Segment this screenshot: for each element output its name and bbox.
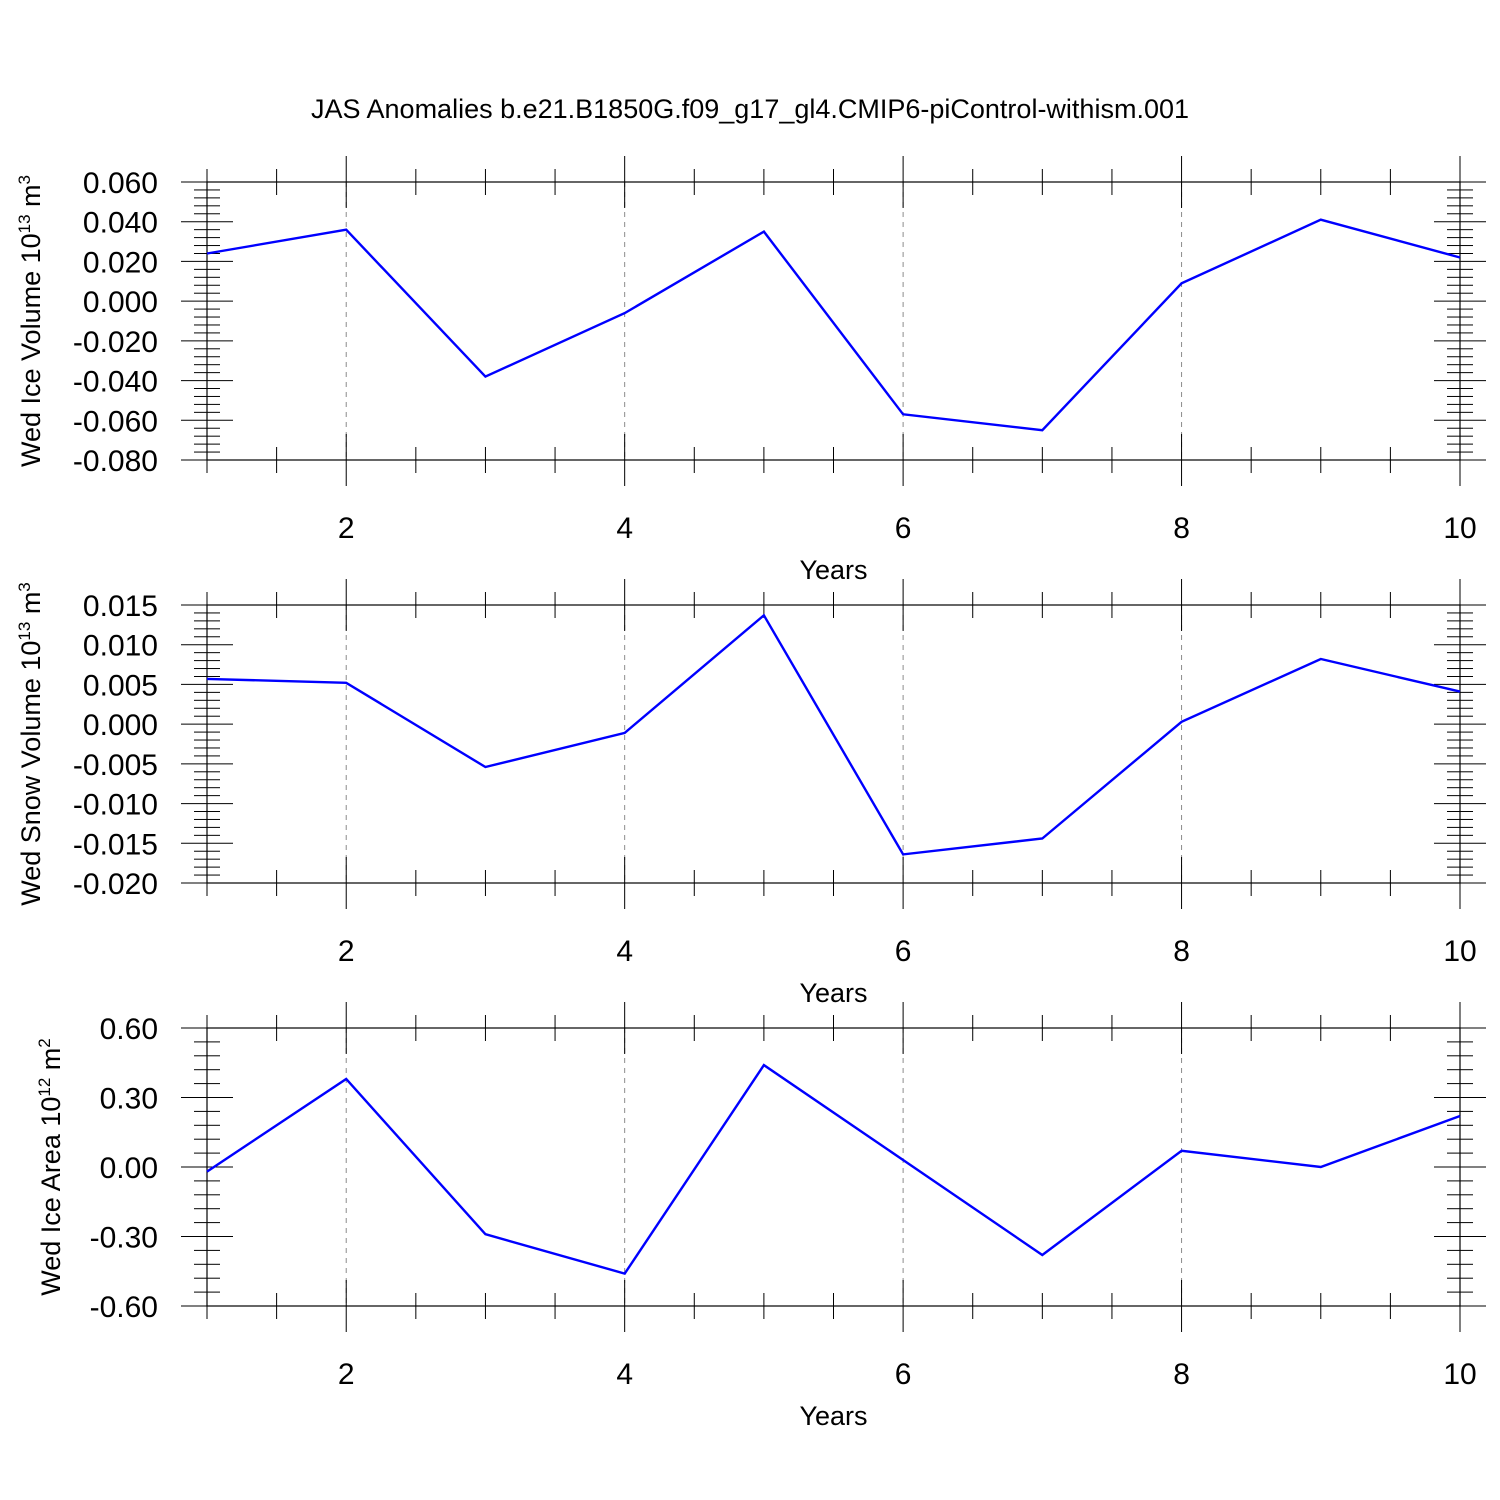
y-axis-title-text: Wed Ice Area 10 xyxy=(36,1097,66,1296)
x-tick-label: 2 xyxy=(338,935,355,968)
plot-frame xyxy=(206,604,1461,884)
y-tick-label: -0.080 xyxy=(73,445,158,478)
y-tick-label: -0.020 xyxy=(73,868,158,901)
y-axis-title-exponent: 12 xyxy=(35,1078,54,1097)
y-tick-label: 0.060 xyxy=(83,167,158,200)
y-tick-label: -0.015 xyxy=(73,828,158,861)
y-tick-label: 0.000 xyxy=(83,709,158,742)
y-tick-label: -0.005 xyxy=(73,749,158,782)
y-axis-title-exponent: 13 xyxy=(15,622,34,641)
y-tick-label: -0.60 xyxy=(90,1291,158,1324)
y-tick-label: -0.30 xyxy=(90,1222,158,1255)
x-tick-label: 10 xyxy=(1443,1358,1476,1391)
panel-2: 2 4 6 8 10 0.015 0.010 0.005 0.000 -0.005 -0.010 -0… xyxy=(15,579,1486,1008)
y-tick-label: 0.005 xyxy=(83,669,158,702)
x-tick-label: 8 xyxy=(1173,935,1190,968)
y-axis-title-unit: m xyxy=(16,184,46,214)
x-tick-label: 4 xyxy=(616,935,633,968)
y-tick-label: 0.00 xyxy=(100,1152,158,1185)
x-axis-title: Years xyxy=(799,1401,867,1431)
y-tick-label: 0.60 xyxy=(100,1013,158,1046)
y-axis-title-text: Wed Snow Volume 10 xyxy=(16,641,46,906)
y-axis-title-unit: m xyxy=(16,592,46,622)
y-tick-label: -0.040 xyxy=(73,366,158,399)
panel-1: 2 4 6 8 10 0.060 0.040 0.020 0.000 -0.020 -0.040 -0… xyxy=(15,156,1486,585)
x-tick-label: 4 xyxy=(616,512,633,545)
x-axis-title: Years xyxy=(799,555,867,585)
x-tick-label: 6 xyxy=(895,512,912,545)
panels: 2 4 6 8 10 0.060 0.040 0.020 0.000 -0.020 -0.040 -0… xyxy=(15,156,1486,1431)
x-tick-label: 8 xyxy=(1173,1358,1190,1391)
y-axis-title-unit: m xyxy=(36,1048,66,1078)
y-axis-title: Wed Ice Area 1012 m2 xyxy=(35,1038,66,1296)
x-tick-label: 4 xyxy=(616,1358,633,1391)
y-axis-title: Wed Ice Volume 1013 m3 xyxy=(15,175,46,467)
y-tick-label: -0.060 xyxy=(73,405,158,438)
x-tick-label: 8 xyxy=(1173,512,1190,545)
chart-title: JAS Anomalies b.e21.B1850G.f09_g17_gl4.C… xyxy=(311,94,1189,124)
y-tick-label: -0.010 xyxy=(73,789,158,822)
y-tick-label: 0.000 xyxy=(83,286,158,319)
y-axis-title-exponent: 13 xyxy=(15,214,34,233)
series-line-1 xyxy=(206,1063,1461,1275)
x-tick-label: 6 xyxy=(895,935,912,968)
series-line-1 xyxy=(206,218,1461,432)
x-tick-label: 6 xyxy=(895,1358,912,1391)
y-axis-title-text: Wed Ice Volume 10 xyxy=(16,233,46,467)
x-tick-label: 2 xyxy=(338,1358,355,1391)
y-tick-label: 0.30 xyxy=(100,1083,158,1116)
y-tick-label: 0.020 xyxy=(83,246,158,279)
x-tick-label: 10 xyxy=(1443,935,1476,968)
y-tick-label: 0.015 xyxy=(83,590,158,623)
x-tick-label: 2 xyxy=(338,512,355,545)
y-axis-title-unit-exponent: 2 xyxy=(35,1038,54,1047)
plot-frame xyxy=(206,1027,1461,1307)
x-tick-label: 10 xyxy=(1443,512,1476,545)
panel-3: 2 4 6 8 10 0.60 0.30 0.00 -0.30 -0.60 Years Wed Ice… xyxy=(35,1002,1486,1431)
y-axis-title-unit-exponent: 3 xyxy=(15,582,34,591)
y-axis-title-unit-exponent: 3 xyxy=(15,175,34,184)
series-line-1 xyxy=(206,613,1461,856)
y-tick-label: 0.010 xyxy=(83,630,158,663)
y-tick-label: -0.020 xyxy=(73,326,158,359)
x-axis-title: Years xyxy=(799,978,867,1008)
y-tick-label: 0.040 xyxy=(83,207,158,240)
y-axis-title: Wed Snow Volume 1013 m3 xyxy=(15,582,46,906)
